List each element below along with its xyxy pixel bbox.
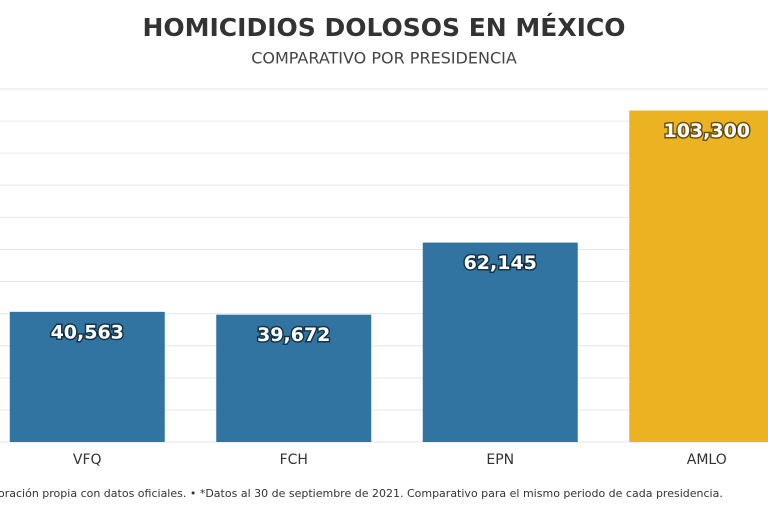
chart-subtitle: COMPARATIVO POR PRESIDENCIA bbox=[251, 49, 517, 68]
footnote: oración propia con datos oficiales. • *D… bbox=[0, 487, 723, 500]
bar bbox=[216, 314, 372, 442]
value-label: 39,672 bbox=[257, 324, 330, 346]
x-tick-label: VFQ bbox=[73, 452, 102, 468]
x-tick-label: FCH bbox=[280, 452, 308, 468]
bar bbox=[422, 242, 578, 442]
value-label: 62,145 bbox=[464, 252, 537, 274]
x-tick-label: EPN bbox=[486, 452, 514, 468]
value-label: 40,563 bbox=[51, 321, 124, 343]
value-label: 103,300 bbox=[663, 120, 750, 142]
chart-title: HOMICIDIOS DOLOSOS EN MÉXICO bbox=[142, 13, 625, 42]
bar bbox=[9, 311, 165, 442]
x-tick-label: AMLO bbox=[687, 452, 727, 468]
bar bbox=[629, 110, 768, 442]
